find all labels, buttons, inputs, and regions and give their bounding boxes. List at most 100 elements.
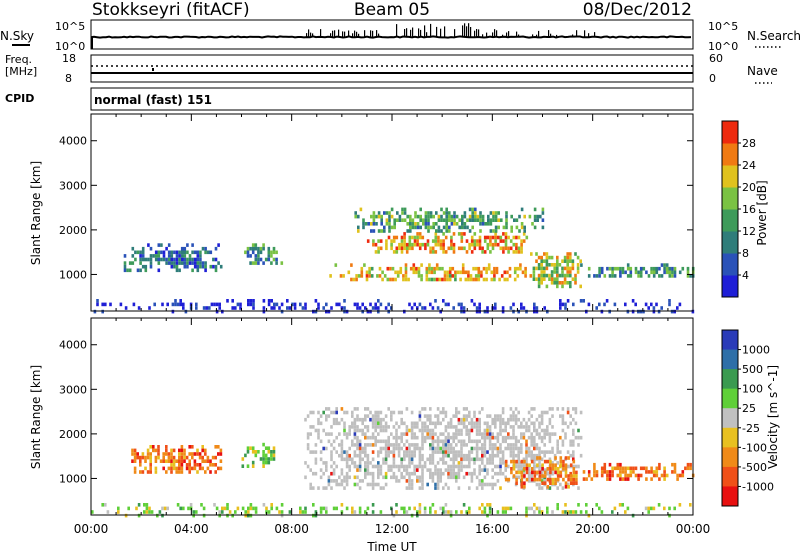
range-cell bbox=[353, 302, 357, 307]
range-cell bbox=[540, 281, 543, 285]
range-cell bbox=[306, 443, 310, 447]
range-cell bbox=[247, 506, 250, 511]
range-cell bbox=[429, 407, 432, 411]
range-cell bbox=[611, 274, 614, 278]
range-cell bbox=[343, 479, 346, 483]
range-cell bbox=[457, 461, 461, 465]
range-cell bbox=[537, 273, 541, 278]
range-cell bbox=[440, 214, 443, 219]
range-cell bbox=[428, 270, 431, 275]
range-cell bbox=[619, 270, 622, 275]
range-cell bbox=[355, 274, 358, 278]
range-cell bbox=[533, 421, 536, 426]
range-cell bbox=[382, 457, 385, 462]
range-cell bbox=[543, 259, 546, 263]
range-cell bbox=[514, 417, 518, 422]
range-cell bbox=[520, 477, 524, 482]
range-cell bbox=[402, 274, 405, 278]
range-cell bbox=[645, 470, 648, 474]
range-cell bbox=[407, 277, 410, 282]
range-cell bbox=[491, 435, 494, 440]
range-cell bbox=[457, 432, 461, 436]
range-cell bbox=[525, 450, 528, 454]
range-cell bbox=[193, 459, 197, 463]
range-cell bbox=[499, 461, 502, 465]
range-cell bbox=[551, 425, 554, 429]
range-cell bbox=[540, 428, 544, 433]
range-cell bbox=[505, 211, 508, 215]
range-cell bbox=[338, 453, 341, 458]
range-cell bbox=[501, 439, 505, 444]
range-cell bbox=[492, 218, 495, 222]
range-cell bbox=[533, 461, 536, 465]
range-cell bbox=[619, 466, 622, 471]
range-cell bbox=[543, 252, 546, 256]
range-cell bbox=[468, 432, 471, 436]
range-cell bbox=[512, 242, 516, 247]
range-cell bbox=[196, 264, 200, 269]
range-cell bbox=[157, 452, 160, 456]
range-cell bbox=[520, 246, 523, 251]
range-cell bbox=[499, 239, 503, 243]
range-cell bbox=[262, 309, 266, 314]
range-cell bbox=[423, 421, 427, 426]
range-cell bbox=[494, 464, 497, 469]
range-cell bbox=[483, 309, 487, 314]
range-cell bbox=[340, 453, 344, 458]
range-cell bbox=[327, 407, 331, 411]
colorbar-tick-label: 20 bbox=[742, 181, 756, 194]
range-cell bbox=[186, 257, 189, 262]
range-cell bbox=[543, 428, 546, 433]
range-cell bbox=[356, 468, 359, 472]
range-cell bbox=[466, 225, 469, 230]
range-cell bbox=[574, 435, 578, 440]
range-cell bbox=[520, 481, 524, 485]
range-cell bbox=[516, 274, 520, 278]
range-cell bbox=[533, 207, 537, 212]
range-cell bbox=[461, 218, 464, 222]
range-cell bbox=[619, 473, 622, 478]
range-cell bbox=[545, 284, 549, 289]
range-cell bbox=[525, 443, 528, 447]
range-cell bbox=[548, 439, 552, 444]
range-cell bbox=[553, 263, 556, 267]
range-cell bbox=[403, 232, 406, 236]
range-cell bbox=[515, 250, 518, 254]
range-cell bbox=[317, 486, 320, 490]
range-cell bbox=[409, 225, 412, 230]
range-cell bbox=[186, 261, 189, 265]
range-cell bbox=[376, 274, 379, 278]
range-cell bbox=[474, 211, 477, 215]
range-cell bbox=[535, 417, 539, 422]
range-cell bbox=[441, 277, 444, 282]
range-cell bbox=[198, 466, 202, 471]
range-cell bbox=[141, 264, 145, 269]
range-cell bbox=[325, 510, 328, 514]
range-cell bbox=[371, 414, 375, 418]
range-cell bbox=[671, 470, 674, 474]
range-cell bbox=[514, 464, 518, 469]
range-cell bbox=[180, 246, 184, 251]
range-cell bbox=[202, 513, 206, 518]
range-cell bbox=[482, 277, 486, 282]
range-cell bbox=[488, 506, 492, 511]
range-cell bbox=[556, 467, 560, 471]
range-cell bbox=[133, 455, 137, 460]
range-cell bbox=[209, 463, 212, 467]
range-cell bbox=[433, 277, 436, 282]
range-cell bbox=[388, 214, 391, 219]
range-cell bbox=[342, 274, 345, 278]
range-cell bbox=[358, 461, 362, 465]
range-cell bbox=[523, 214, 526, 219]
range-cell bbox=[564, 306, 567, 310]
range-cell bbox=[252, 306, 255, 310]
range-cell bbox=[377, 299, 380, 303]
range-cell bbox=[343, 457, 346, 462]
range-cell bbox=[309, 425, 312, 429]
range-cell bbox=[461, 266, 465, 271]
range-cell bbox=[387, 443, 390, 447]
range-cell bbox=[189, 503, 193, 507]
range-cell bbox=[167, 250, 171, 255]
range-cell bbox=[217, 452, 220, 456]
range-cell bbox=[522, 417, 526, 422]
